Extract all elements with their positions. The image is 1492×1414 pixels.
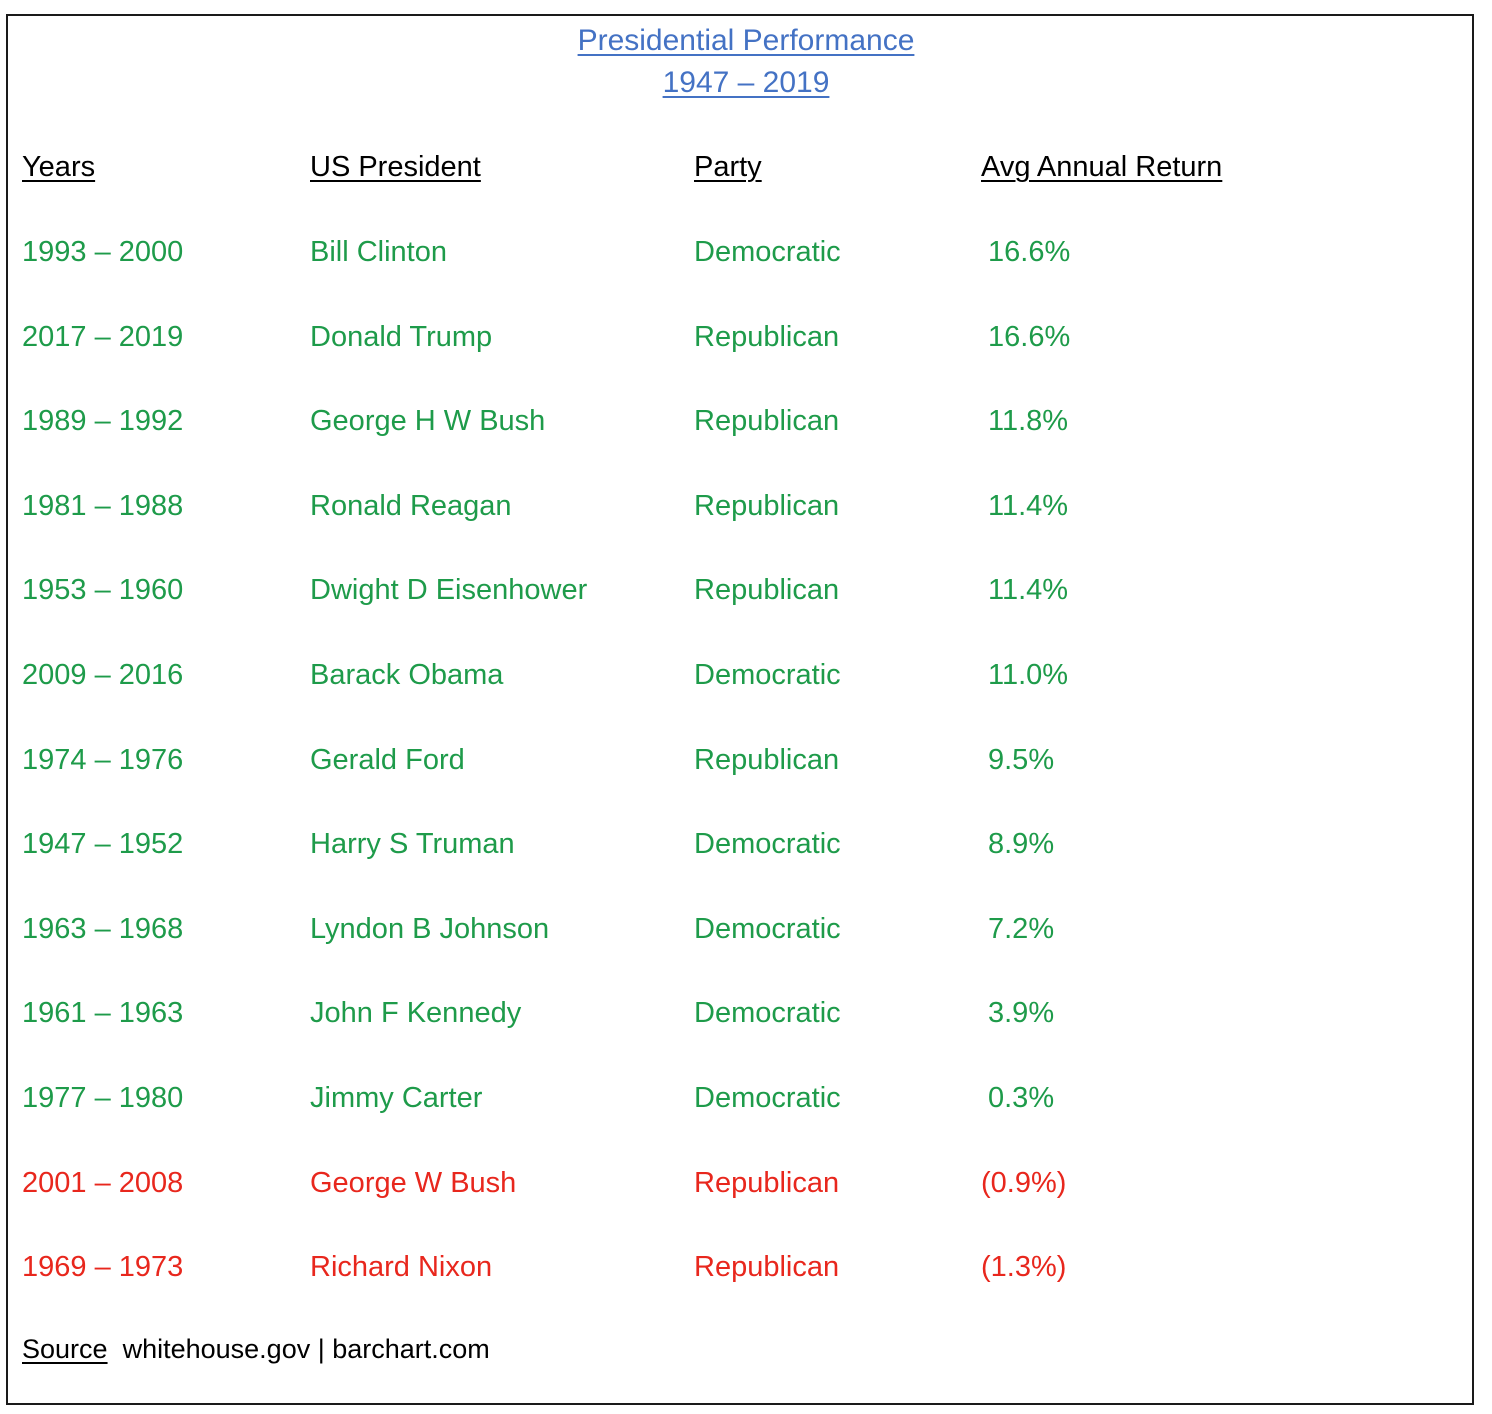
row-president: Ronald Reagan	[310, 490, 512, 522]
row-years: 1961 – 1963	[22, 997, 184, 1029]
row-president: Richard Nixon	[310, 1251, 493, 1283]
row-years: 1977 – 1980	[22, 1082, 184, 1114]
row-president: Dwight D Eisenhower	[310, 574, 588, 606]
row-avg-return: 11.4%	[988, 574, 1069, 606]
row-party: Republican	[694, 321, 840, 353]
row-party: Republican	[694, 405, 840, 437]
row-president: Donald Trump	[310, 321, 493, 353]
row-years: 1993 – 2000	[22, 236, 184, 268]
title-line-1: Presidential Performance	[577, 24, 915, 57]
row-president: George H W Bush	[310, 405, 546, 437]
row-president: Gerald Ford	[310, 744, 465, 776]
header-party: Party	[694, 151, 762, 183]
row-party: Republican	[694, 490, 840, 522]
row-avg-return: 11.8%	[988, 405, 1069, 437]
row-years: 1953 – 1960	[22, 574, 184, 606]
header-president: US President	[310, 151, 481, 183]
row-party: Democratic	[694, 997, 841, 1029]
row-party: Republican	[694, 574, 840, 606]
row-avg-return: 11.0%	[988, 659, 1069, 691]
row-party: Republican	[694, 744, 840, 776]
row-president: Bill Clinton	[310, 236, 447, 268]
header-years: Years	[22, 151, 96, 183]
row-years: 2001 – 2008	[22, 1167, 184, 1199]
row-years: 1963 – 1968	[22, 913, 184, 945]
row-years: 2009 – 2016	[22, 659, 184, 691]
row-years: 1969 – 1973	[22, 1251, 184, 1283]
row-party: Democratic	[694, 236, 841, 268]
row-party: Democratic	[694, 1082, 841, 1114]
row-avg-return: 8.9%	[988, 828, 1055, 860]
row-years: 2017 – 2019	[22, 321, 184, 353]
row-avg-return: 16.6%	[988, 321, 1071, 353]
source-label: Source	[22, 1334, 108, 1364]
row-president: John F Kennedy	[310, 997, 522, 1029]
row-president: Jimmy Carter	[310, 1082, 483, 1114]
row-president: George W Bush	[310, 1167, 517, 1199]
row-avg-return: (1.3%)	[981, 1251, 1067, 1283]
row-years: 1981 – 1988	[22, 490, 184, 522]
row-years: 1974 – 1976	[22, 744, 184, 776]
row-avg-return: 7.2%	[988, 913, 1055, 945]
title-line-2: 1947 – 2019	[662, 66, 830, 99]
row-president: Barack Obama	[310, 659, 504, 691]
header-avg-return: Avg Annual Return	[981, 151, 1223, 183]
row-years: 1947 – 1952	[22, 828, 184, 860]
row-avg-return: 16.6%	[988, 236, 1071, 268]
source-text: whitehouse.gov | barchart.com	[122, 1334, 490, 1364]
row-avg-return: 11.4%	[988, 490, 1069, 522]
row-president: Lyndon B Johnson	[310, 913, 550, 945]
row-president: Harry S Truman	[310, 828, 515, 860]
row-party: Democratic	[694, 659, 841, 691]
row-party: Republican	[694, 1251, 840, 1283]
source-line: Source whitehouse.gov | barchart.com	[22, 1330, 490, 1368]
row-avg-return: 0.3%	[988, 1082, 1055, 1114]
row-party: Republican	[694, 1167, 840, 1199]
row-party: Democratic	[694, 913, 841, 945]
row-party: Democratic	[694, 828, 841, 860]
document-frame	[6, 14, 1474, 1405]
row-years: 1989 – 1992	[22, 405, 184, 437]
row-avg-return: (0.9%)	[981, 1167, 1067, 1199]
row-avg-return: 9.5%	[988, 744, 1055, 776]
row-avg-return: 3.9%	[988, 997, 1055, 1029]
